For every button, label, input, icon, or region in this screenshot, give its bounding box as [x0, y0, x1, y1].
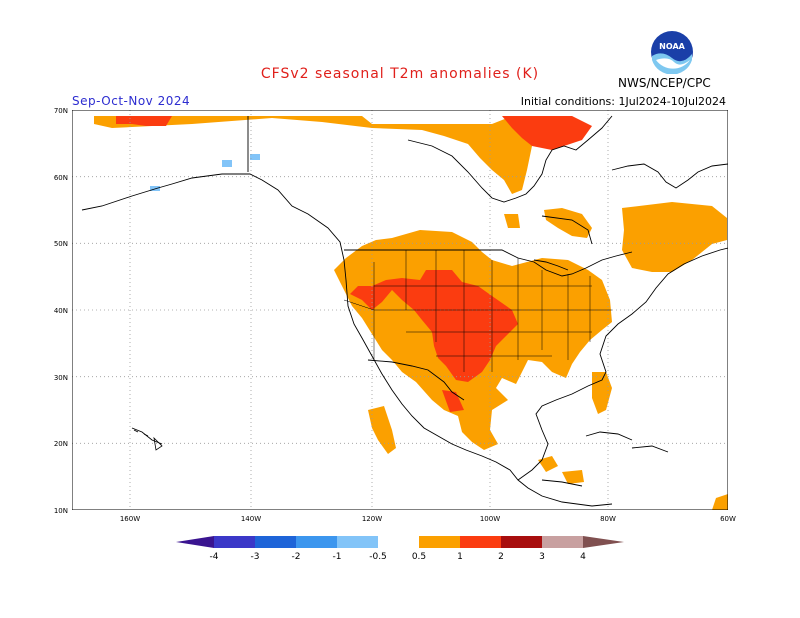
lat-label: 30N: [54, 374, 68, 382]
lat-label: 10N: [54, 507, 68, 515]
colorbar-segment: [542, 536, 583, 548]
hawaii-islands: [133, 429, 163, 451]
colorbar-arrow-high: [583, 536, 624, 548]
coastlines: [81, 115, 728, 507]
colorbar-tick-label: 3: [539, 552, 545, 562]
colorbar-segment: [255, 536, 296, 548]
svg-text:NOAA: NOAA: [659, 42, 685, 51]
colorbar-tick-label: 1: [457, 552, 463, 562]
lon-label: 100W: [480, 515, 500, 523]
colorbar-segment: [378, 536, 419, 548]
axis-labels: 70N 60N 50N 40N 30N 20N 10N 160W 140W 12…: [54, 107, 736, 523]
initial-conditions-label: Initial conditions: 1Jul2024-10Jul2024: [520, 95, 726, 108]
colorbar-segment: [460, 536, 501, 548]
lat-label: 40N: [54, 307, 68, 315]
lon-label: 160W: [120, 515, 140, 523]
lon-label: 120W: [362, 515, 382, 523]
lon-label: 60W: [720, 515, 736, 523]
colorbar-tick-label: -2: [292, 552, 301, 562]
colorbar-tick-label: -3: [251, 552, 260, 562]
lat-label: 70N: [54, 107, 68, 115]
colorbar: -4 -3 -2 -1 -0.5 0.5 1 2 3 4: [176, 536, 624, 562]
lon-label: 140W: [241, 515, 261, 523]
colorbar-tick-label: -1: [333, 552, 342, 562]
season-label: Sep-Oct-Nov 2024: [72, 94, 191, 108]
colorbar-segment: [501, 536, 542, 548]
colorbar-tick-label: 4: [580, 552, 586, 562]
colorbar-segment: [337, 536, 378, 548]
colorbar-tick-label: 2: [498, 552, 504, 562]
political-borders: [343, 249, 633, 401]
map-title: CFSv2 seasonal T2m anomalies (K): [260, 66, 540, 82]
lon-label: 80W: [600, 515, 616, 523]
colorbar-segment: [214, 536, 255, 548]
lat-label: 50N: [54, 240, 68, 248]
agency-label: NWS/NCEP/CPC: [618, 76, 711, 90]
colorbar-arrow-low: [176, 536, 214, 548]
colorbar-tick-label: -0.5: [369, 552, 387, 562]
anomaly-map: [72, 110, 728, 510]
lat-label: 20N: [54, 440, 68, 448]
colorbar-segment: [419, 536, 460, 548]
colorbar-segment: [296, 536, 337, 548]
colorbar-tick-label: -4: [210, 552, 219, 562]
colorbar-tick-label: 0.5: [412, 552, 426, 562]
noaa-logo-icon: NOAA: [651, 31, 693, 74]
lat-label: 60N: [54, 174, 68, 182]
